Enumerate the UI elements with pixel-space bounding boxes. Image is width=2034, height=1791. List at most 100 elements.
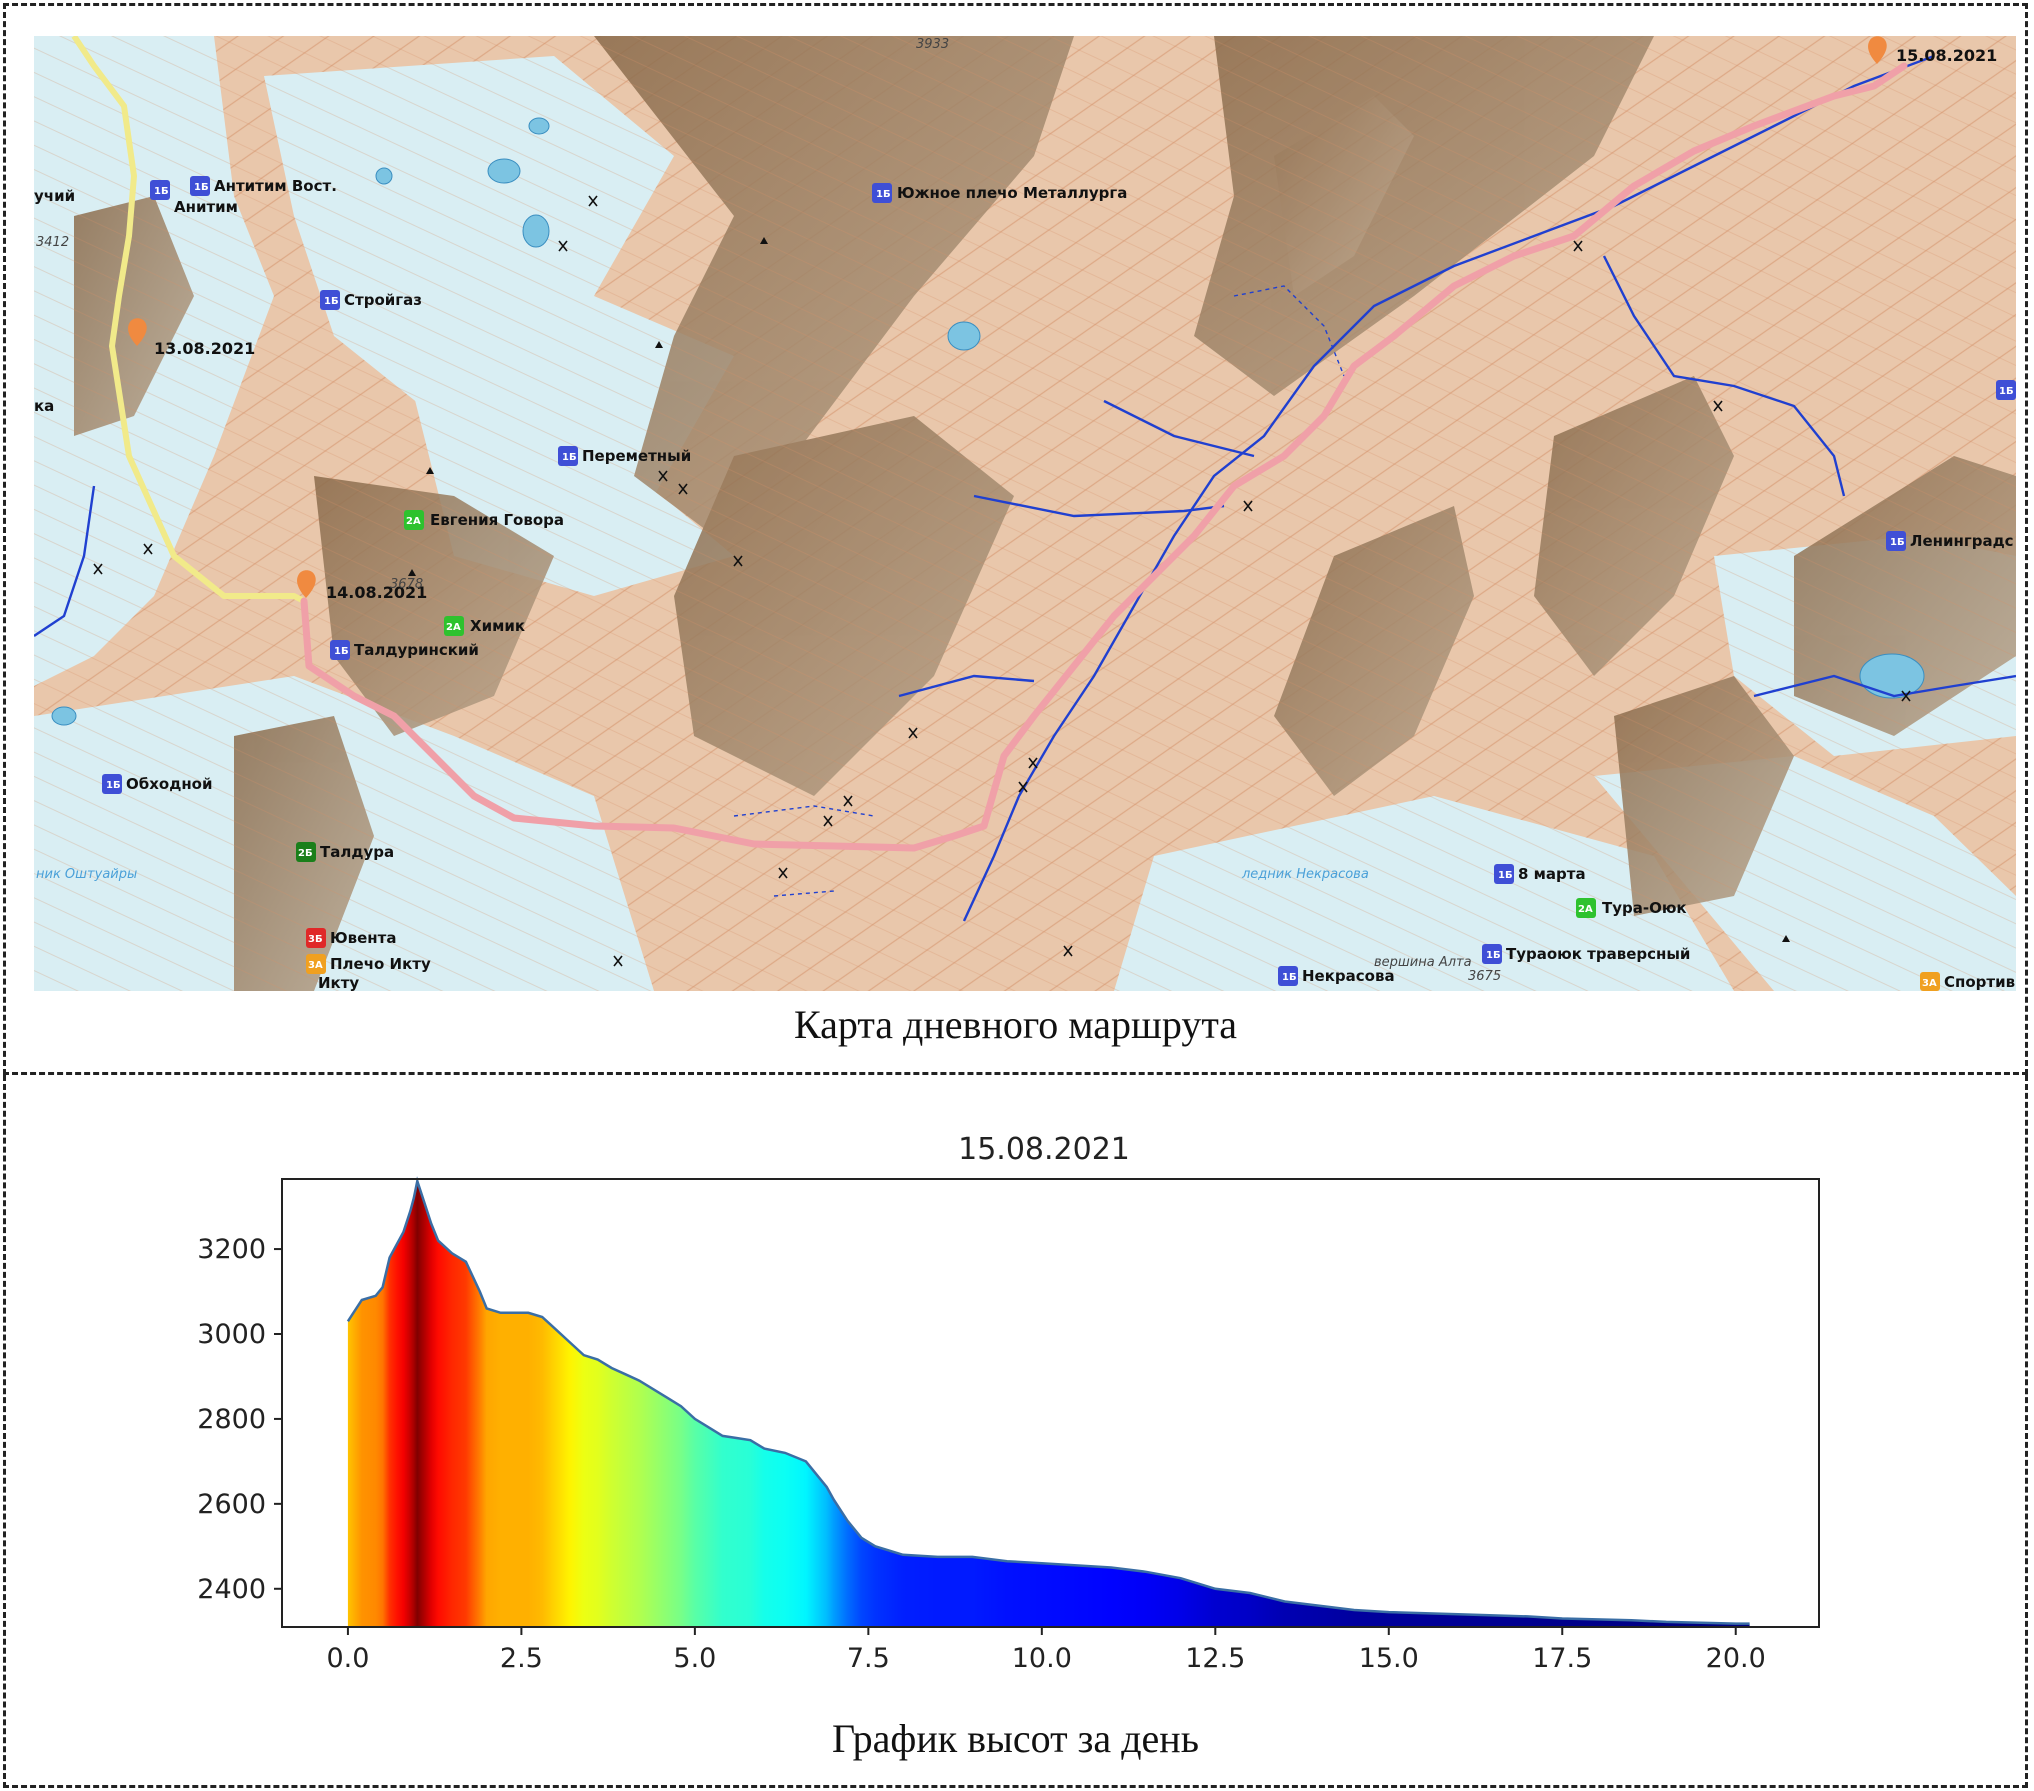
day-label-14: 14.08.2021 bbox=[326, 583, 427, 602]
y-axis: 2400 2600 2800 3000 3200 bbox=[197, 1234, 282, 1605]
map-caption: Карта дневного маршрута bbox=[793, 1002, 1238, 1047]
svg-text:1Б: 1Б bbox=[154, 186, 169, 197]
peak-taldura[interactable]: 2Б Талдура bbox=[296, 842, 394, 862]
svg-text:1Б: 1Б bbox=[324, 296, 339, 307]
svg-text:Талдура: Талдура bbox=[320, 843, 394, 861]
day-marker-13[interactable]: 13.08.2021 bbox=[128, 318, 255, 358]
peak-yuventa[interactable]: 3Б Ювента bbox=[306, 928, 396, 948]
peak-nekrasova[interactable]: 1Б Некрасова bbox=[1278, 966, 1395, 986]
svg-text:1Б: 1Б bbox=[194, 182, 209, 193]
elevation-3933: 3933 bbox=[916, 37, 949, 52]
peak-khimik[interactable]: 2А Химик bbox=[444, 616, 525, 636]
y-tick-label: 2600 bbox=[197, 1489, 266, 1520]
svg-text:Антитим Вост.: Антитим Вост. bbox=[214, 177, 337, 195]
elevation-chart[interactable]: 15.08.2021 0.0 2.5 5.0 7.5 10.0 12.5 15.0 17.5 2… bbox=[6, 1075, 2031, 1715]
svg-text:1Б: 1Б bbox=[1498, 870, 1513, 881]
svg-text:Евгения Говора: Евгения Говора bbox=[430, 511, 564, 529]
svg-text:3Б: 3Б bbox=[308, 934, 323, 945]
peak-cut-label-2: ка bbox=[34, 397, 54, 415]
elevation-3678: 3678 bbox=[390, 577, 423, 592]
x-tick-label: 7.5 bbox=[847, 1643, 890, 1674]
peak-edge-east[interactable]: 1Б bbox=[1996, 380, 2016, 400]
plot-area bbox=[346, 1176, 1750, 1627]
chart-panel: 15.08.2021 0.0 2.5 5.0 7.5 10.0 12.5 15.0 17.5 2… bbox=[3, 1075, 2028, 1788]
y-tick-label: 3200 bbox=[197, 1234, 266, 1265]
x-tick-label: 10.0 bbox=[1012, 1643, 1072, 1674]
svg-text:3А: 3А bbox=[308, 960, 323, 971]
elevation-3675: 3675 bbox=[1468, 969, 1501, 984]
chart-caption: График высот за день bbox=[832, 1716, 1199, 1761]
x-tick-label: 17.5 bbox=[1532, 1643, 1592, 1674]
svg-text:2А: 2А bbox=[1578, 904, 1593, 915]
svg-text:Плечо Икту: Плечо Икту bbox=[330, 955, 431, 973]
peak-leningradsky[interactable]: 1Б Ленинградс bbox=[1886, 531, 2014, 551]
day-label-13: 13.08.2021 bbox=[154, 339, 255, 358]
svg-text:Некрасова: Некрасова bbox=[1302, 967, 1395, 985]
svg-text:Стройгаз: Стройгаз bbox=[344, 291, 422, 309]
peak-peremetny[interactable]: 1Б Переметный bbox=[558, 446, 691, 466]
peak-antitim-vost[interactable]: 1Б Антитим Вост. bbox=[190, 176, 337, 196]
x-tick-label: 0.0 bbox=[326, 1643, 369, 1674]
peak-evgenia-govora[interactable]: 2А Евгения Говора bbox=[404, 510, 564, 530]
svg-text:1Б: 1Б bbox=[1486, 950, 1501, 961]
svg-text:Тураоюк траверсный: Тураоюк траверсный bbox=[1506, 945, 1690, 963]
glacier-label-nekrasova: ледник Некрасова bbox=[1241, 867, 1369, 882]
y-tick-label: 3000 bbox=[197, 1319, 266, 1350]
peak-metallurg-shoulder[interactable]: 1Б Южное плечо Металлурга bbox=[872, 183, 1127, 203]
elevation-line bbox=[346, 1176, 1750, 1625]
y-tick-label: 2800 bbox=[197, 1404, 266, 1435]
svg-text:Тура-Оюк: Тура-Оюк bbox=[1602, 899, 1687, 917]
svg-text:Ленинградс: Ленинградс bbox=[1910, 532, 2014, 550]
rivers bbox=[34, 54, 2016, 922]
svg-text:Анитим: Анитим bbox=[174, 198, 238, 216]
x-tick-label: 20.0 bbox=[1706, 1643, 1766, 1674]
peak-labels: 1Б Антитим Вост. 1Б Анитим 1Б Южное плеч… bbox=[34, 176, 2016, 991]
elevation-3412: 3412 bbox=[36, 235, 69, 250]
elevation-area bbox=[347, 1181, 1750, 1627]
route-previous-days bbox=[71, 36, 306, 604]
peak-anitim[interactable]: 1Б Анитим bbox=[150, 180, 238, 216]
svg-text:2А: 2А bbox=[406, 516, 421, 527]
route-map-canvas[interactable]: 13.08.2021 14.08.2021 15.08.2021 1Б Анти… bbox=[34, 36, 2016, 991]
peak-stroygaz[interactable]: 1Б Стройгаз bbox=[320, 290, 422, 310]
svg-text:Ювента: Ювента bbox=[330, 929, 396, 947]
peak-sportivny[interactable]: 3А Спортив bbox=[1920, 972, 2015, 991]
peak-plecho-iktu[interactable]: 3А Плечо Икту Икту bbox=[306, 954, 431, 991]
svg-text:Талдуринский: Талдуринский bbox=[354, 641, 479, 659]
seasonal-streams bbox=[733, 285, 1345, 897]
glacier-label-oshtuayry: ник Оштуайры bbox=[36, 867, 137, 882]
peak-obkhodnoy[interactable]: 1Б Обходной bbox=[102, 774, 213, 794]
svg-text:8 марта: 8 марта bbox=[1518, 865, 1586, 883]
svg-text:Спортив: Спортив bbox=[1944, 973, 2015, 991]
x-tick-label: 15.0 bbox=[1359, 1643, 1419, 1674]
peak-8-marta[interactable]: 1Б 8 марта bbox=[1494, 864, 1586, 884]
lakes bbox=[51, 117, 1925, 726]
route-map[interactable]: 13.08.2021 14.08.2021 15.08.2021 1Б Анти… bbox=[34, 36, 2016, 991]
peak-turaoyuk-traverse[interactable]: 1Б Тураоюк траверсный bbox=[1482, 944, 1690, 964]
svg-text:1Б: 1Б bbox=[1282, 972, 1297, 983]
day-marker-15[interactable]: 15.08.2021 bbox=[1868, 36, 1997, 65]
day-marker-14[interactable]: 14.08.2021 bbox=[297, 570, 427, 602]
summit-label: вершина Алта bbox=[1374, 955, 1472, 970]
svg-text:1Б: 1Б bbox=[562, 452, 577, 463]
svg-text:3А: 3А bbox=[1922, 978, 1937, 989]
svg-text:2Б: 2Б bbox=[298, 848, 313, 859]
map-panel: 13.08.2021 14.08.2021 15.08.2021 1Б Анти… bbox=[3, 3, 2028, 1075]
peak-taldurinsky[interactable]: 1Б Талдуринский bbox=[330, 640, 479, 660]
svg-text:1Б: 1Б bbox=[1999, 386, 2014, 397]
summit-triangles bbox=[408, 237, 1790, 942]
x-tick-label: 2.5 bbox=[500, 1643, 543, 1674]
svg-text:Химик: Химик bbox=[470, 617, 525, 635]
svg-text:Обходной: Обходной bbox=[126, 775, 213, 793]
svg-text:1Б: 1Б bbox=[876, 189, 891, 200]
svg-text:2А: 2А bbox=[446, 622, 461, 633]
peak-tura-oyuk[interactable]: 2А Тура-Оюк bbox=[1576, 898, 1687, 918]
svg-text:1Б: 1Б bbox=[1890, 537, 1905, 548]
x-axis: 0.0 2.5 5.0 7.5 10.0 12.5 15.0 17.5 20.0 bbox=[326, 1627, 1766, 1674]
day-label-15: 15.08.2021 bbox=[1896, 46, 1997, 65]
plot-frame bbox=[281, 1178, 1820, 1628]
y-tick-label: 2400 bbox=[197, 1574, 266, 1605]
svg-text:Икту: Икту bbox=[318, 974, 359, 991]
x-tick-label: 12.5 bbox=[1185, 1643, 1245, 1674]
svg-text:Южное плечо Металлурга: Южное плечо Металлурга bbox=[897, 184, 1127, 202]
